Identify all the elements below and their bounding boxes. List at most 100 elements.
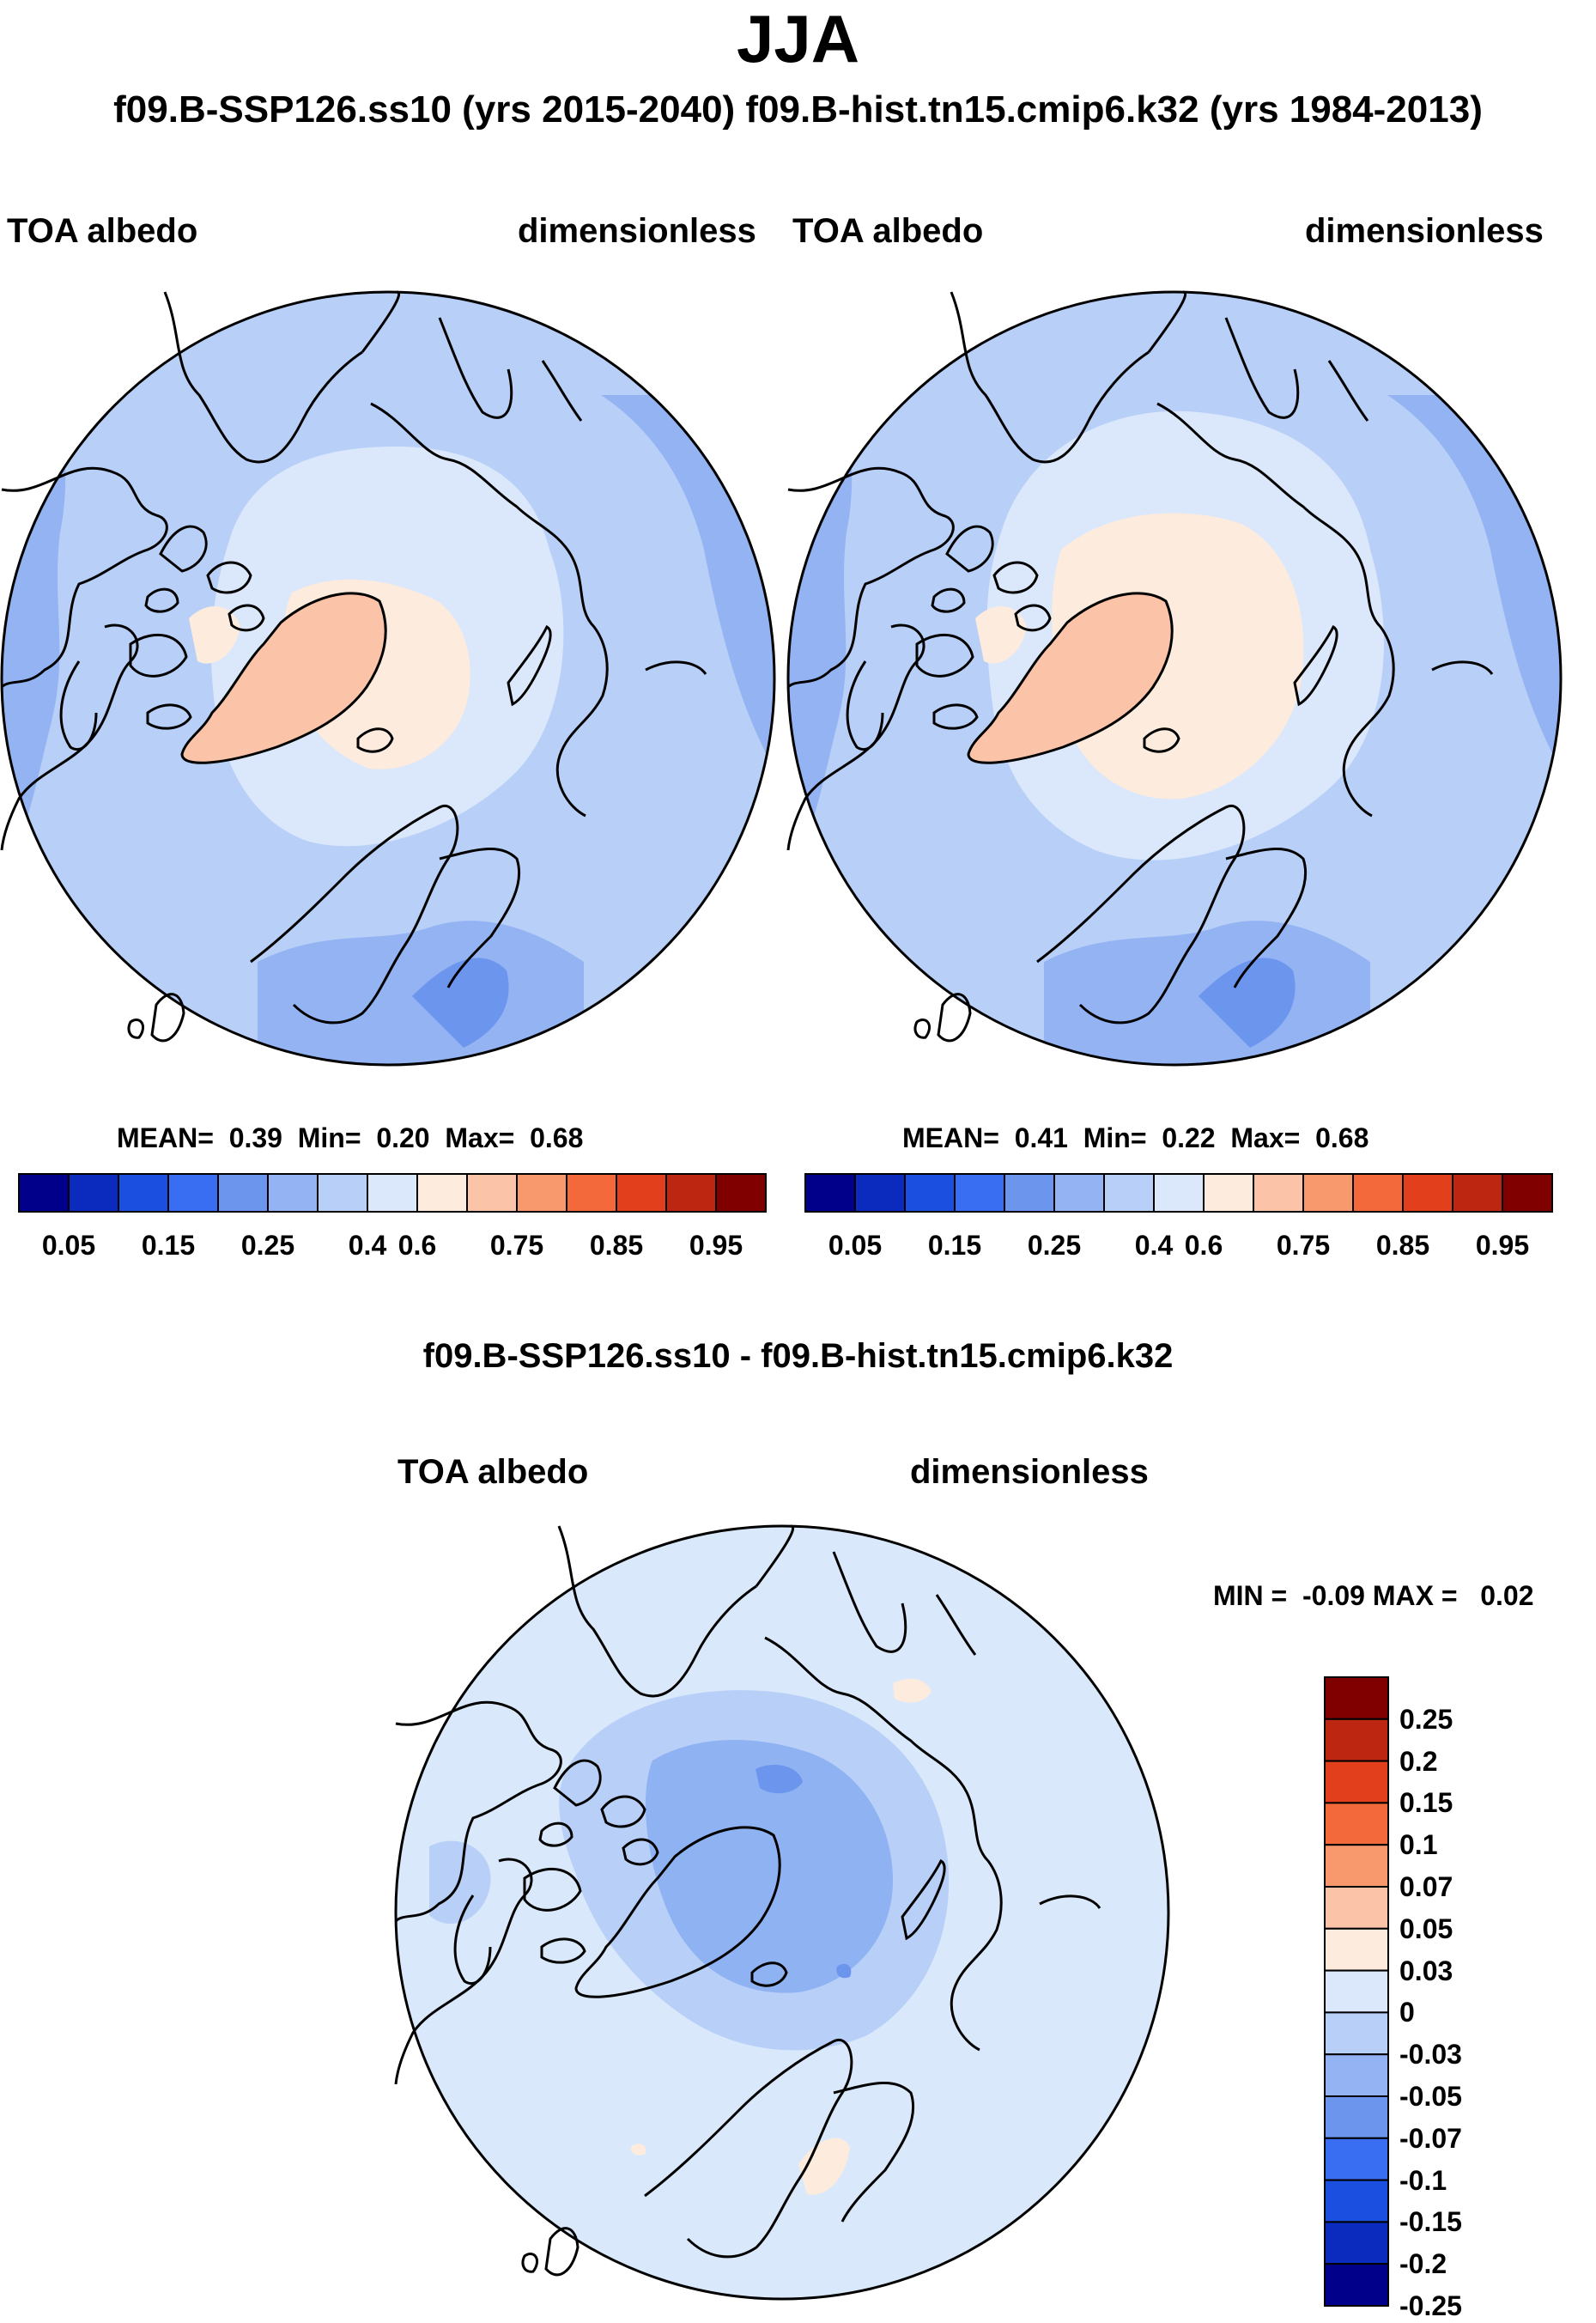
diff-map-border: [394, 1524, 1170, 2301]
colorbar-cell: [416, 1173, 468, 1213]
colorbar-cell: [167, 1173, 219, 1213]
figure-subtitle: f09.B-SSP126.ss10 (yrs 2015-2040) f09.B-…: [113, 88, 1483, 131]
colorbar-cell: [1203, 1173, 1254, 1213]
colorbar-tick-label: 0.95: [1475, 1230, 1530, 1261]
colorbar-cell: [1324, 2011, 1389, 2056]
panel2-min-value: 0.22: [1162, 1122, 1216, 1153]
colorbar-tick-label: 0.75: [489, 1230, 544, 1261]
diff-map: [394, 1524, 1170, 2301]
colorbar-cell: [1452, 1173, 1503, 1213]
colorbar-tick-label: 0.15: [1399, 1787, 1453, 1819]
colorbar-cell: [854, 1173, 906, 1213]
colorbar-cell: [904, 1173, 956, 1213]
colorbar-cell: [1053, 1173, 1105, 1213]
colorbar-tick-label: 0.07: [1399, 1871, 1453, 1902]
colorbar-tick-label: 0.6: [1184, 1230, 1223, 1261]
colorbar-cell: [1004, 1173, 1055, 1213]
panel2-mean-value: 0.41: [1014, 1122, 1068, 1153]
panel2-units-label: dimensionless: [1305, 212, 1544, 250]
colorbar-cell: [1324, 2263, 1389, 2307]
colorbar-cell: [1324, 2095, 1389, 2139]
colorbar-cell: [1324, 1969, 1389, 2014]
colorbar-cell: [1302, 1173, 1354, 1213]
colorbar-cell: [317, 1173, 368, 1213]
colorbar-cell: [1253, 1173, 1304, 1213]
colorbar-cell: [1324, 2053, 1389, 2097]
panel1-variable-label: TOA albedo: [7, 212, 198, 250]
colorbar-tick-label: 0.85: [1375, 1230, 1430, 1261]
panel2-map-border: [786, 290, 1563, 1067]
colorbar-tick-label: 0.4: [348, 1230, 387, 1261]
panel1-mean-value: 0.39: [228, 1122, 282, 1153]
colorbar-cell: [616, 1173, 667, 1213]
colorbar-cell: [1324, 1927, 1389, 1972]
colorbar-cell: [1502, 1173, 1553, 1213]
colorbar-cell: [516, 1173, 567, 1213]
panel2-max-value: 0.68: [1315, 1122, 1369, 1153]
diff-colorbar: [1324, 1676, 1389, 2307]
colorbar-cell: [1324, 1844, 1389, 1888]
panel1-mean-label: MEAN=: [117, 1122, 214, 1153]
panel1-min-value: 0.20: [376, 1122, 430, 1153]
colorbar-cell: [1402, 1173, 1453, 1213]
colorbar-tick-label: 0.05: [828, 1230, 883, 1261]
panel2-stats: MEAN= 0.41 Min= 0.22 Max= 0.68: [902, 1121, 1368, 1155]
colorbar-cell: [566, 1173, 617, 1213]
panel1-max-value: 0.68: [530, 1122, 584, 1153]
colorbar-cell: [1324, 2179, 1389, 2223]
figure-title: JJA: [736, 1, 860, 76]
panel1-max-label: Max=: [445, 1122, 515, 1153]
colorbar-tick-label: -0.1: [1399, 2164, 1447, 2196]
colorbar-cell: [1103, 1173, 1155, 1213]
panel1-map: [0, 290, 776, 1067]
colorbar-cell: [1324, 1760, 1389, 1804]
panel1-colorbar: [18, 1173, 767, 1213]
colorbar-tick-label: 0.03: [1399, 1955, 1453, 1986]
colorbar-cell: [68, 1173, 119, 1213]
panel1-map-border: [0, 290, 776, 1067]
colorbar-tick-label: -0.03: [1399, 2039, 1462, 2071]
panel2-map: [786, 290, 1563, 1067]
colorbar-cell: [804, 1173, 856, 1213]
colorbar-tick-label: 0.25: [1027, 1230, 1082, 1261]
colorbar-tick-label: 0.95: [689, 1230, 743, 1261]
panel2-min-label: Min=: [1083, 1122, 1147, 1153]
colorbar-tick-label: 0.15: [927, 1230, 982, 1261]
colorbar-tick-label: 0.75: [1276, 1230, 1331, 1261]
colorbar-tick-label: 0.25: [1399, 1703, 1453, 1735]
colorbar-cell: [1324, 1718, 1389, 1762]
colorbar-tick-label: 0.25: [240, 1230, 295, 1261]
colorbar-cell: [1324, 1676, 1389, 1720]
colorbar-tick-label: 0.15: [141, 1230, 196, 1261]
colorbar-cell: [1324, 2221, 1389, 2265]
diff-title: f09.B-SSP126.ss10 - f09.B-hist.tn15.cmip…: [422, 1337, 1174, 1375]
panel2-mean-label: MEAN=: [902, 1122, 999, 1153]
colorbar-cell: [954, 1173, 1005, 1213]
colorbar-cell: [715, 1173, 767, 1213]
colorbar-tick-label: 0.1: [1399, 1829, 1438, 1861]
colorbar-tick-label: 0.4: [1134, 1230, 1174, 1261]
panel2-colorbar: [804, 1173, 1553, 1213]
panel3-variable-label: TOA albedo: [397, 1453, 589, 1491]
colorbar-cell: [1153, 1173, 1205, 1213]
colorbar-tick-label: 0.05: [41, 1230, 96, 1261]
colorbar-cell: [267, 1173, 319, 1213]
colorbar-cell: [665, 1173, 717, 1213]
colorbar-cell: [18, 1173, 70, 1213]
panel1-min-label: Min=: [297, 1122, 361, 1153]
colorbar-cell: [118, 1173, 169, 1213]
colorbar-tick-label: -0.05: [1399, 2081, 1462, 2112]
panel1-units-label: dimensionless: [518, 212, 756, 250]
colorbar-tick-label: -0.15: [1399, 2206, 1462, 2238]
colorbar-tick-label: -0.07: [1399, 2122, 1462, 2154]
colorbar-cell: [1352, 1173, 1404, 1213]
colorbar-tick-label: 0.05: [1399, 1913, 1453, 1944]
colorbar-tick-label: 0.6: [397, 1230, 437, 1261]
colorbar-cell: [217, 1173, 269, 1213]
panel3-units-label: dimensionless: [910, 1453, 1149, 1491]
colorbar-cell: [466, 1173, 518, 1213]
panel1-stats: MEAN= 0.39 Min= 0.20 Max= 0.68: [117, 1121, 583, 1155]
panel2-max-label: Max=: [1230, 1122, 1301, 1153]
colorbar-cell: [1324, 1802, 1389, 1846]
